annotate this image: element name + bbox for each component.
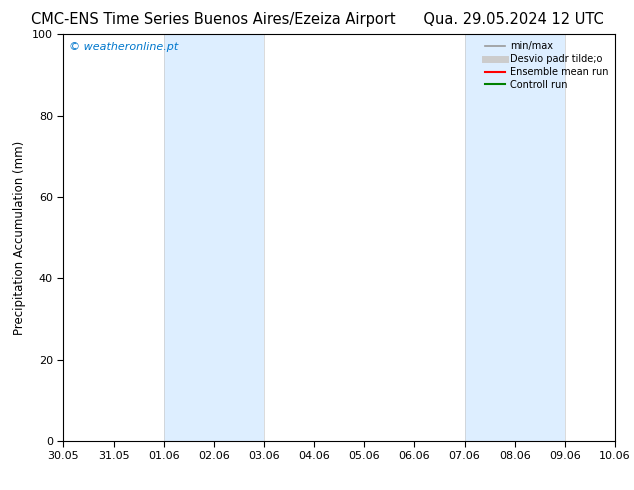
Bar [164,34,264,441]
Text: CMC-ENS Time Series Buenos Aires/Ezeiza Airport      Qua. 29.05.2024 12 UTC: CMC-ENS Time Series Buenos Aires/Ezeiza … [30,12,604,27]
Bar [465,34,565,441]
Y-axis label: Precipitation Accumulation (mm): Precipitation Accumulation (mm) [13,141,27,335]
Text: © weatheronline.pt: © weatheronline.pt [69,43,178,52]
Legend: min/max, Desvio padr tilde;o, Ensemble mean run, Controll run: min/max, Desvio padr tilde;o, Ensemble m… [483,39,610,92]
